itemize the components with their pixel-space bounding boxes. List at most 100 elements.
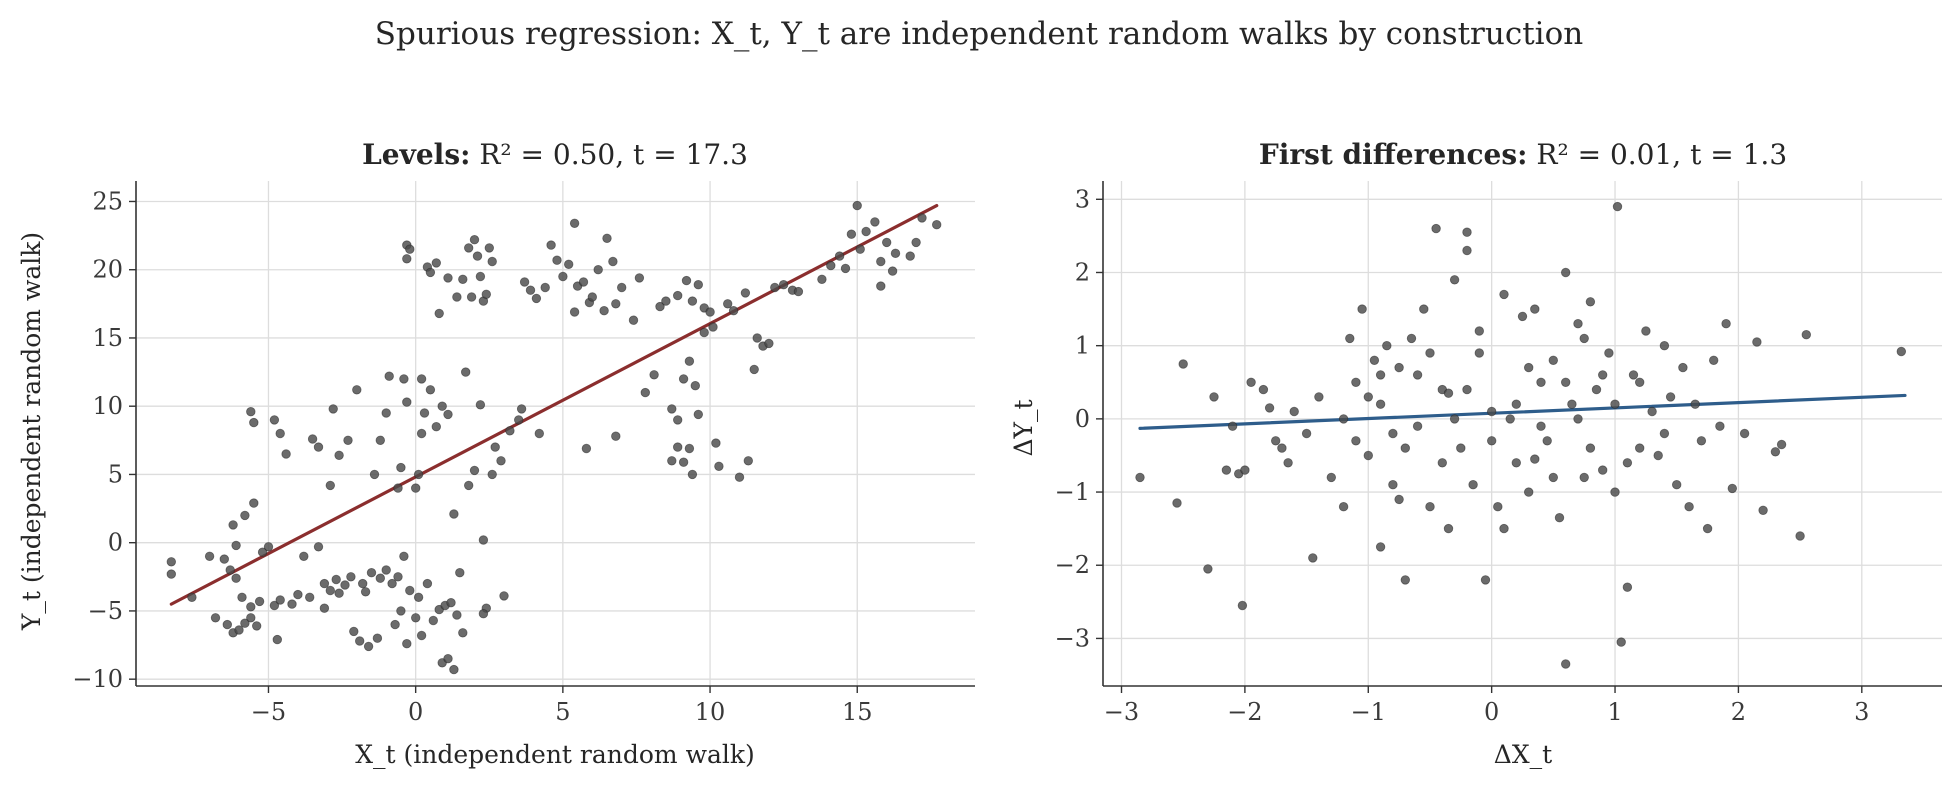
levels-data-point [240,510,250,521]
levels-data-point [481,289,492,300]
levels-fit [169,203,939,606]
levels-y-tick-label: −5 [88,597,123,625]
levels-data-point [852,200,862,211]
differences-data-point [1283,458,1293,468]
levels-data-point [346,572,356,582]
differences-data-point [1573,414,1583,424]
differences-data-point [1240,465,1250,475]
differences-data-point [1394,494,1404,505]
levels-data-point [649,370,659,380]
differences-data-point [1462,384,1472,395]
differences-data-point [1678,362,1688,373]
levels-data-point [793,286,804,297]
levels-data-point [231,540,241,551]
differences-data-point [1770,447,1781,457]
differences-data-point [1523,487,1534,497]
levels-data-point [764,338,774,349]
levels-data-point [458,274,468,285]
levels-data-point [846,229,857,239]
levels-data-point [187,592,197,603]
levels-data-point [673,290,683,301]
differences-data-point [1634,443,1645,453]
levels-data-point [269,415,280,425]
levels-title-bold: Levels: [362,138,470,171]
differences-data-point [1542,436,1552,446]
levels-data-point [617,282,627,293]
levels-data-point [693,409,704,420]
levels-data-point [487,469,497,480]
levels-data-point [381,565,391,575]
differences-data-point [1388,428,1398,439]
levels-data-point [917,213,927,223]
differences-data-point [1326,472,1337,483]
levels-data-point [384,371,394,381]
levels-data-point [349,626,359,637]
differences-data-point [1351,436,1361,446]
levels-data-point [684,356,695,366]
differences-data-point [1560,659,1571,669]
levels-data-point [932,219,942,230]
differences-data-point [1135,472,1145,483]
differences-data-point [1209,392,1219,402]
differences-data-point [1412,421,1423,431]
levels-data-point [475,400,486,410]
differences-x-tick-label: 3 [1854,698,1869,726]
differences-data-point [1684,502,1694,512]
levels-data-point [752,333,762,343]
differences-data-point [1715,421,1725,431]
differences-data-point [1314,392,1324,402]
levels-data-point [393,572,403,582]
differences-data-point [1456,443,1466,453]
levels-data-point [416,630,427,641]
differences-data-point [1665,392,1676,402]
levels-data-point [355,636,365,646]
levels-data-point [531,293,542,304]
levels-data-point [334,588,344,598]
levels-data-point [225,565,235,575]
differences-data-point [1653,450,1663,461]
levels-data-point [882,237,892,248]
levels-data-point [319,578,330,589]
levels-data-point [375,435,386,446]
levels-y-tick-label: 15 [92,324,123,352]
levels-data-point [611,299,621,309]
differences-data-point [1536,421,1546,431]
levels-data-point [540,282,550,293]
levels-data-point [525,285,536,295]
levels-data-point [219,554,230,564]
differences-data-point [1462,227,1472,237]
differences-y-tick-label: −1 [1055,478,1090,506]
levels-data-point [249,498,259,508]
levels-data-point [381,408,391,418]
differences-data-point [1795,531,1805,541]
differences-data-point [1499,289,1509,300]
differences-data-point [1530,304,1540,314]
levels-data-point [890,248,901,259]
levels-data-point [246,407,256,417]
differences-data-point [1634,377,1645,388]
differences-data-point [1517,311,1528,322]
differences-data-point [1449,275,1460,285]
levels-data-point [478,609,489,619]
levels-data-point [254,596,265,607]
levels-data-point [166,569,177,579]
differences-y-tick-label: −2 [1055,551,1090,579]
differences-x-tick-label: 2 [1731,698,1746,726]
levels-data-point [496,456,506,466]
levels-data-point [558,271,568,282]
levels-data-point [487,256,497,267]
differences-data-point [1431,223,1441,234]
levels-data-point [437,401,447,411]
levels-data-point [411,613,421,623]
levels-data-point [387,578,397,589]
levels-data-point [393,483,403,493]
differences-data-point [1671,480,1682,490]
levels-data-point [514,415,524,425]
levels-x-label: X_t (independent random walk) [355,740,755,769]
levels-data-point [861,226,871,237]
differences-data-point [1523,362,1534,373]
differences-data-point [1612,201,1623,212]
levels-data-point [293,589,303,600]
levels-x-tick-label: −5 [251,698,286,726]
differences-panel: First differences: R² = 0.01, t = 1.3 −3… [1009,138,1942,769]
